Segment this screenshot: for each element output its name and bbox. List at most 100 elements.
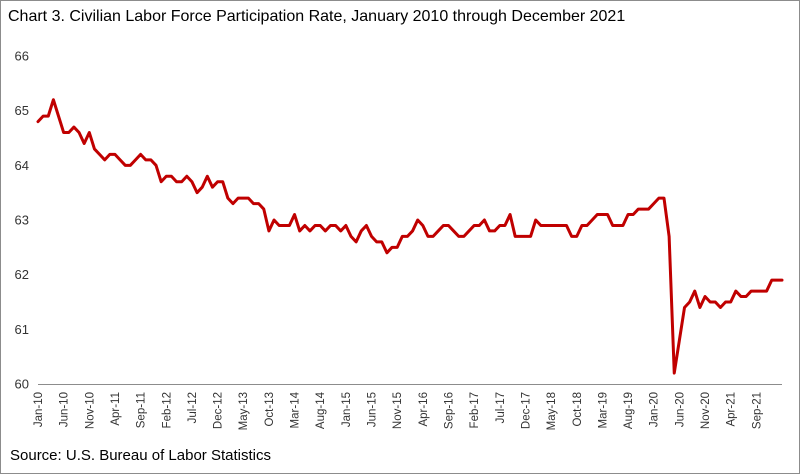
data-point [149, 158, 152, 161]
data-point [775, 279, 778, 282]
data-point [124, 164, 127, 167]
x-tick-labels: Jan-10 Jun-10 Nov-10 Apr-11 Sep-11 Feb-12 Jul-… [33, 391, 763, 430]
data-point [704, 295, 707, 298]
x-tick-label: May-13 [238, 392, 250, 430]
data-point [329, 224, 332, 227]
data-point [155, 164, 158, 167]
data-point [534, 219, 537, 221]
data-point [344, 224, 347, 227]
data-point [334, 224, 337, 227]
data-point [468, 229, 471, 232]
data-point [693, 290, 696, 293]
y-tick-label: 65 [15, 103, 29, 118]
data-point [98, 153, 101, 156]
data-point [781, 279, 783, 282]
data-point [72, 126, 75, 129]
data-point [739, 295, 742, 298]
data-point [267, 229, 270, 232]
data-point [170, 175, 173, 178]
data-point [247, 197, 250, 200]
data-point [42, 115, 45, 118]
data-point [175, 180, 178, 183]
data-point [355, 240, 358, 243]
data-point [709, 301, 712, 303]
data-point [385, 251, 388, 254]
data-point [426, 235, 429, 238]
data-point [447, 224, 450, 227]
data-point [524, 235, 527, 238]
data-point [688, 301, 691, 303]
series-group [36, 98, 784, 375]
data-point [216, 180, 219, 183]
data-point [580, 224, 583, 227]
data-point [421, 224, 424, 227]
data-point [760, 290, 763, 293]
data-point [478, 224, 481, 227]
data-point [437, 229, 440, 232]
data-point [596, 213, 599, 216]
x-tick-label: Sep-11 [136, 392, 148, 428]
x-tick-label: Jun-10 [59, 392, 71, 427]
x-tick-label: Mar-19 [597, 392, 609, 428]
data-point [442, 224, 445, 227]
data-point [503, 224, 506, 227]
data-point [401, 235, 404, 238]
y-tick-label: 60 [15, 377, 29, 392]
data-point [452, 229, 455, 232]
data-point [93, 147, 96, 150]
data-point [283, 224, 286, 227]
data-point [196, 191, 199, 194]
x-tick-label: Dec-17 [520, 392, 532, 429]
y-tick-label: 66 [15, 49, 29, 64]
data-point [88, 131, 91, 134]
data-point [185, 175, 188, 178]
data-point [678, 339, 681, 342]
x-tick-label: Nov-20 [700, 392, 712, 429]
data-point [606, 213, 609, 216]
data-point [226, 197, 229, 200]
data-point [673, 372, 676, 375]
x-tick-label: Nov-10 [84, 392, 96, 429]
data-point [473, 224, 476, 227]
data-point [391, 246, 394, 249]
data-point [662, 197, 665, 200]
x-tick-label: Feb-17 [469, 392, 481, 428]
x-tick-label: Feb-12 [161, 392, 173, 428]
data-point [432, 235, 435, 238]
data-point [642, 208, 645, 211]
x-tick-label: Aug-19 [623, 392, 635, 429]
data-point [108, 153, 111, 156]
data-point [129, 164, 132, 167]
x-tick-label: Sep-21 [751, 392, 763, 429]
y-tick-label: 64 [15, 158, 29, 173]
data-point [165, 175, 168, 178]
data-point [565, 224, 568, 227]
data-point [349, 235, 352, 238]
data-point [298, 229, 301, 232]
data-point [211, 186, 214, 189]
data-point [514, 235, 517, 238]
data-point [591, 219, 594, 221]
x-tick-label: Jun-15 [367, 392, 379, 427]
data-point [621, 224, 624, 227]
data-point [550, 224, 553, 227]
data-point [278, 224, 281, 227]
data-point [544, 224, 547, 227]
data-point [611, 224, 614, 227]
data-point [37, 120, 39, 123]
data-point [252, 202, 255, 205]
data-point [370, 235, 373, 238]
data-point [231, 202, 234, 205]
data-point [498, 224, 501, 227]
data-point [67, 131, 70, 134]
x-tick-label: May-18 [546, 392, 558, 430]
data-point [221, 180, 224, 183]
series-line [36, 98, 784, 375]
data-point [144, 158, 147, 161]
chart-title: Chart 3. Civilian Labor Force Participat… [8, 8, 626, 25]
data-point [406, 235, 409, 238]
x-tick-label: Apr-16 [418, 392, 430, 427]
data-point [570, 235, 573, 238]
data-point [770, 279, 773, 282]
